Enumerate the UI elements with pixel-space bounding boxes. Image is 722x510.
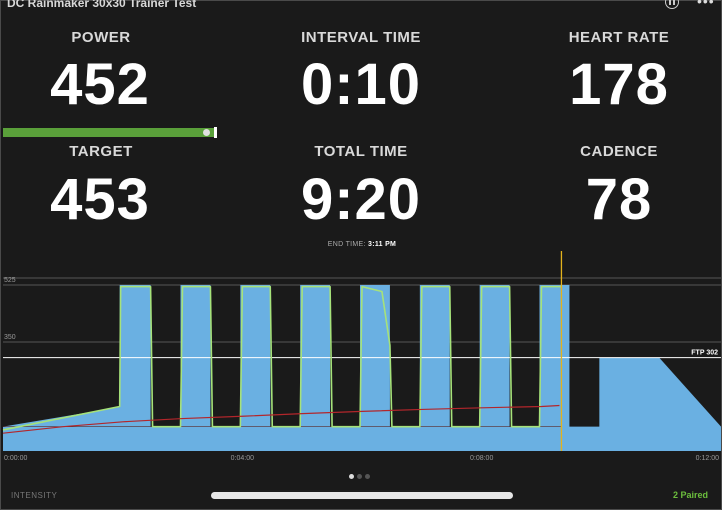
top-bar: DC Rainmaker 30x30 Trainer Test ••• xyxy=(1,0,722,15)
end-time-label: END TIME: xyxy=(327,241,366,248)
interval-time-label: INTERVAL TIME xyxy=(301,29,421,46)
end-time-value: 3:11 PM xyxy=(368,241,397,248)
ftp-label: FTP 302 xyxy=(691,350,718,357)
end-time: END TIME: 3:11 PM xyxy=(1,241,722,248)
heart-rate-line xyxy=(2,404,560,434)
power-value: 452 xyxy=(50,52,150,117)
app-title: DC Rainmaker 30x30 Trainer Test xyxy=(7,0,197,10)
y-tick-label: 525 xyxy=(4,277,16,284)
intensity-label[interactable]: INTENSITY xyxy=(11,491,58,500)
x-tick-label: 0:12:00 xyxy=(696,455,719,462)
x-tick-label: 0:08:00 xyxy=(470,455,493,462)
home-indicator[interactable] xyxy=(211,492,513,499)
actual-power-line xyxy=(2,285,562,431)
heart-rate-label: HEART RATE xyxy=(568,29,670,46)
x-tick-label: 0:00:00 xyxy=(4,455,27,462)
more-options-icon[interactable]: ••• xyxy=(697,0,715,9)
interval-time-value: 0:10 xyxy=(300,52,422,117)
target-label: TARGET xyxy=(69,143,133,160)
y-tick-label: 350 xyxy=(4,334,16,341)
x-tick-label: 0:04:00 xyxy=(231,455,254,462)
target-value: 453 xyxy=(50,167,150,232)
workout-chart[interactable]: 525 350 FTP 302 0:00:00 0:04:00 0:08:00 0:12:0… xyxy=(1,251,722,466)
page-dot[interactable] xyxy=(357,474,362,479)
cadence-value: 78 xyxy=(585,167,653,232)
page-dot[interactable] xyxy=(365,474,370,479)
page-dot[interactable] xyxy=(349,474,354,479)
total-time-label: TOTAL TIME xyxy=(314,143,408,160)
power-bar-fill xyxy=(3,128,215,137)
total-time-value: 9:20 xyxy=(300,167,422,232)
pause-icon[interactable] xyxy=(665,0,679,9)
power-bar-target-marker xyxy=(214,127,217,138)
power-label: POWER xyxy=(71,29,131,46)
power-bar-knob xyxy=(203,129,210,136)
cadence-label: CADENCE xyxy=(580,143,658,160)
paired-status[interactable]: 2 Paired xyxy=(673,490,709,500)
heart-rate-value: 178 xyxy=(569,52,669,117)
power-target-bar xyxy=(3,127,217,138)
